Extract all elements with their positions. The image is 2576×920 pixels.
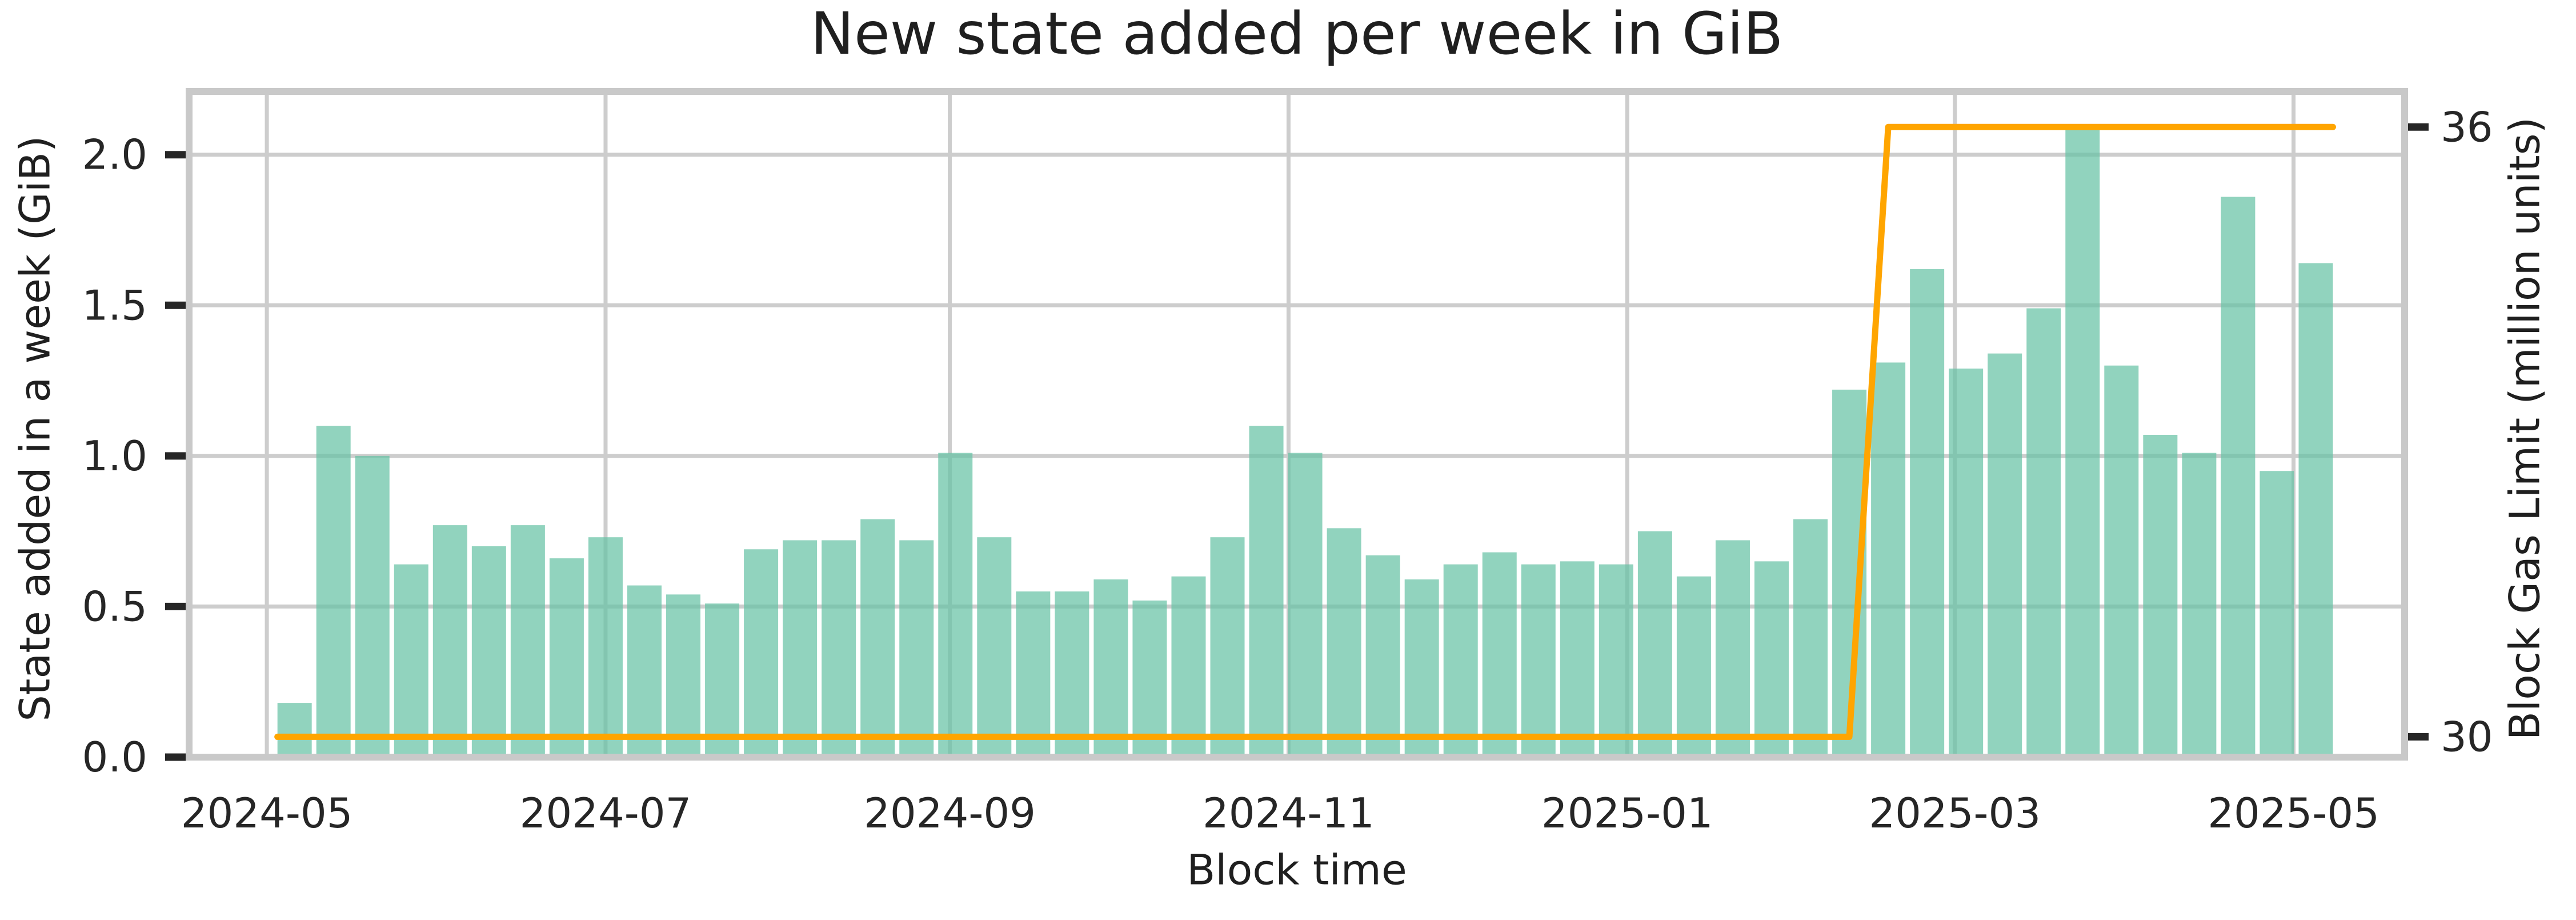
bar (1754, 561, 1789, 757)
bar (1521, 564, 1556, 757)
bar (1793, 519, 1828, 757)
bar (938, 453, 973, 757)
bar (2065, 127, 2100, 757)
x-tick-label: 2024-09 (864, 789, 1036, 837)
bar (1132, 600, 1167, 757)
bar (2104, 365, 2139, 757)
bar (1016, 591, 1051, 757)
bar (277, 703, 312, 757)
bar (627, 585, 662, 757)
y-tick-label-left: 0.5 (82, 582, 147, 630)
bar (977, 537, 1012, 757)
bar (1171, 576, 1206, 757)
bar (355, 455, 390, 757)
plot-border (186, 88, 2408, 761)
y-tick-label-left: 1.5 (82, 281, 147, 329)
x-tick-label: 2024-05 (181, 789, 353, 837)
chart-title: New state added per week in GiB (810, 0, 1784, 68)
bar (2259, 471, 2294, 757)
x-tick-label: 2024-07 (520, 789, 692, 837)
bar (1676, 576, 1711, 757)
y-tick-label-right: 36 (2441, 103, 2493, 151)
bar (1988, 353, 2022, 757)
bar (394, 564, 428, 757)
bar (1365, 555, 1400, 757)
x-tick-label: 2024-11 (1203, 789, 1375, 837)
bar (1093, 579, 1128, 757)
bar (2182, 453, 2217, 757)
bar (860, 519, 895, 757)
y-tick-label-left: 2.0 (82, 131, 147, 179)
bar (783, 540, 818, 757)
bar (1560, 561, 1595, 757)
bar (2143, 434, 2178, 757)
bar (2026, 308, 2061, 757)
bar (316, 426, 351, 757)
bar (2221, 197, 2255, 757)
y-tick-label-right: 30 (2441, 713, 2493, 761)
bar (588, 537, 623, 757)
bar (1404, 579, 1439, 757)
bar (1910, 269, 1945, 758)
x-tick-label: 2025-01 (1541, 789, 1713, 837)
bar (705, 603, 740, 757)
y-tick-label-left: 0.0 (82, 733, 147, 781)
bar (1443, 564, 1478, 757)
gas-limit-line (274, 123, 2336, 740)
y-axis-label-left: State added in a week (GiB) (11, 135, 60, 722)
x-axis-label: Block time (1187, 846, 1407, 895)
bar (899, 540, 934, 757)
x-tick-label: 2025-03 (1869, 789, 2041, 837)
bar (1055, 591, 1089, 757)
bar (1482, 552, 1517, 757)
bar (471, 546, 506, 757)
bar (1210, 537, 1245, 757)
bar (1949, 368, 1984, 757)
bar (2298, 263, 2333, 758)
y-axis-label-right: Block Gas Limit (million units) (2501, 117, 2550, 741)
bar (549, 558, 584, 757)
bar (1249, 426, 1284, 757)
bar (822, 540, 856, 757)
bar (1327, 528, 1361, 757)
bar (1599, 564, 1633, 757)
bar (510, 525, 545, 757)
x-tick-label: 2025-05 (2208, 789, 2379, 837)
bar (1715, 540, 1750, 757)
bar (744, 549, 779, 757)
bar (1871, 362, 1906, 757)
bar (432, 525, 467, 757)
bar (666, 594, 701, 757)
bar (1288, 453, 1323, 757)
bar (1637, 531, 1672, 757)
y-tick-label-left: 1.0 (82, 432, 147, 480)
